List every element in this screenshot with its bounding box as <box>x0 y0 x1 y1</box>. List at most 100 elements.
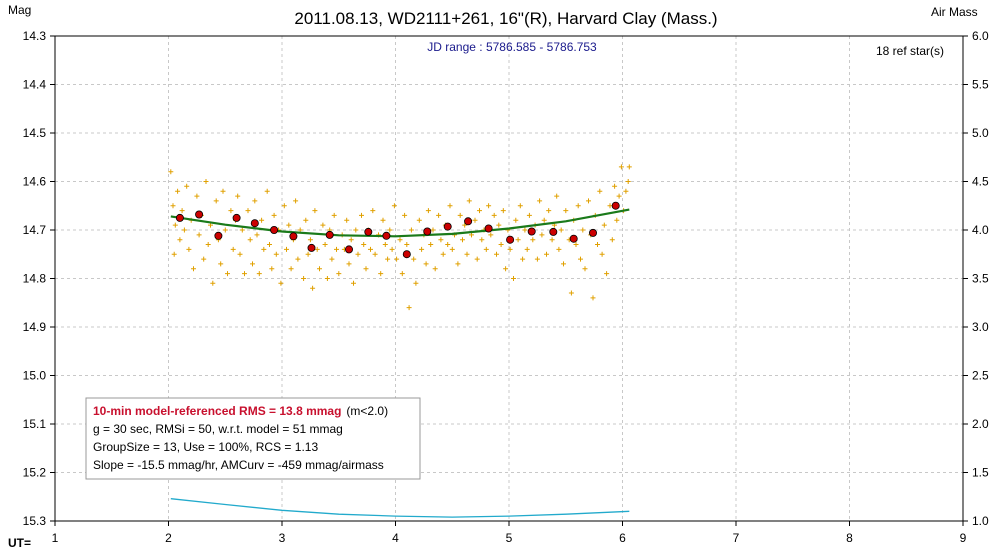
raw-point <box>230 246 236 252</box>
raw-point <box>436 212 442 218</box>
right-y-tick-labels: 6.0 5.5 5.0 4.5 4.0 3.5 3.0 2.5 2.0 1.5 1.0 <box>963 29 989 528</box>
raw-point <box>361 242 367 247</box>
raw-point <box>355 251 361 257</box>
raw-point <box>440 251 446 257</box>
binned-point <box>364 227 373 236</box>
raw-point <box>445 242 451 247</box>
raw-point <box>382 242 388 247</box>
jd-range-label: JD range : 5786.585 - 5786.753 <box>427 40 597 54</box>
x-tick-label: 5 <box>506 531 513 545</box>
raw-point <box>307 237 313 243</box>
raw-point <box>351 280 356 286</box>
raw-point <box>186 246 192 252</box>
raw-point <box>331 212 337 218</box>
info-box-line-2: g = 30 sec, RMSi = 50, w.r.t. model = 51… <box>93 422 343 436</box>
raw-point <box>483 246 489 252</box>
raw-point <box>449 246 455 252</box>
raw-point <box>546 208 552 214</box>
raw-point <box>359 212 364 218</box>
raw-point <box>597 188 603 194</box>
raw-measurements <box>168 164 632 311</box>
raw-point <box>235 193 241 199</box>
raw-point <box>447 203 453 209</box>
raw-point <box>507 246 513 252</box>
raw-point <box>609 237 615 243</box>
left-axis-label: Mag <box>8 3 31 17</box>
raw-point <box>511 276 516 281</box>
raw-point <box>524 246 530 252</box>
binned-point <box>527 227 536 236</box>
raw-point <box>430 227 436 233</box>
raw-point <box>494 251 499 257</box>
raw-point <box>582 266 588 272</box>
binned-point <box>443 222 452 231</box>
raw-point <box>191 266 196 272</box>
raw-point <box>539 232 545 238</box>
y-tick-label-right: 3.5 <box>972 272 989 286</box>
raw-point <box>496 222 502 228</box>
raw-point <box>432 266 438 272</box>
binned-point <box>270 225 279 234</box>
raw-point <box>184 183 190 189</box>
y-tick-label-left: 14.7 <box>23 223 47 237</box>
raw-point <box>317 266 322 272</box>
raw-point <box>247 237 253 243</box>
raw-point <box>310 285 316 291</box>
binned-point <box>402 250 411 259</box>
raw-point <box>278 280 284 286</box>
binned-averages <box>175 201 620 259</box>
raw-point <box>242 271 247 277</box>
raw-point <box>500 208 506 214</box>
raw-point <box>267 242 272 247</box>
y-tick-label-left: 15.2 <box>23 466 47 480</box>
raw-point <box>498 242 504 247</box>
y-tick-label-right: 3.0 <box>972 320 989 334</box>
raw-point <box>601 222 607 228</box>
chart-title: 2011.08.13, WD2111+261, 16"(R), Harvard … <box>294 9 717 28</box>
binned-point <box>464 217 473 226</box>
raw-point <box>196 232 202 238</box>
raw-point <box>378 271 384 277</box>
raw-point <box>428 242 434 247</box>
raw-point <box>544 251 549 257</box>
raw-point <box>213 198 219 204</box>
raw-point <box>416 217 422 223</box>
info-box-line-4: Slope = -15.5 mmag/hr, AMCurv = -459 mma… <box>93 458 384 472</box>
raw-point <box>389 246 395 252</box>
raw-point <box>616 193 622 199</box>
y-tick-label-left: 14.6 <box>23 175 47 189</box>
raw-point <box>293 198 299 204</box>
y-tick-label-right: 4.5 <box>972 175 989 189</box>
raw-point <box>561 261 566 267</box>
raw-point <box>526 212 532 218</box>
raw-point <box>457 212 463 218</box>
raw-point <box>264 188 270 194</box>
raw-point <box>225 271 230 277</box>
binned-point <box>506 235 515 244</box>
rms-text: 10-min model-referenced RMS = 13.8 mmag <box>93 404 341 418</box>
raw-point <box>408 227 414 233</box>
raw-point <box>237 251 243 257</box>
raw-point <box>425 208 431 214</box>
raw-point <box>368 246 373 252</box>
raw-point <box>172 222 178 228</box>
raw-point <box>201 256 207 262</box>
raw-point <box>254 232 260 238</box>
x-tick-label: 2 <box>165 531 172 545</box>
raw-point <box>250 261 255 267</box>
raw-point <box>513 217 519 223</box>
raw-point <box>423 261 429 267</box>
info-box: 10-min model-referenced RMS = 13.8 mmag (… <box>85 397 421 480</box>
raw-point <box>595 242 600 247</box>
y-tick-label-left: 15.0 <box>23 369 47 383</box>
binned-point <box>569 234 578 243</box>
binned-point <box>344 245 353 254</box>
y-tick-label-right: 4.0 <box>972 223 989 237</box>
raw-point <box>537 198 543 204</box>
y-tick-label-right: 5.0 <box>972 126 989 140</box>
raw-point <box>344 217 350 223</box>
raw-point <box>397 237 403 243</box>
x-tick-label: 7 <box>733 531 740 545</box>
y-tick-label-right: 2.5 <box>972 369 989 383</box>
raw-point <box>252 198 258 204</box>
